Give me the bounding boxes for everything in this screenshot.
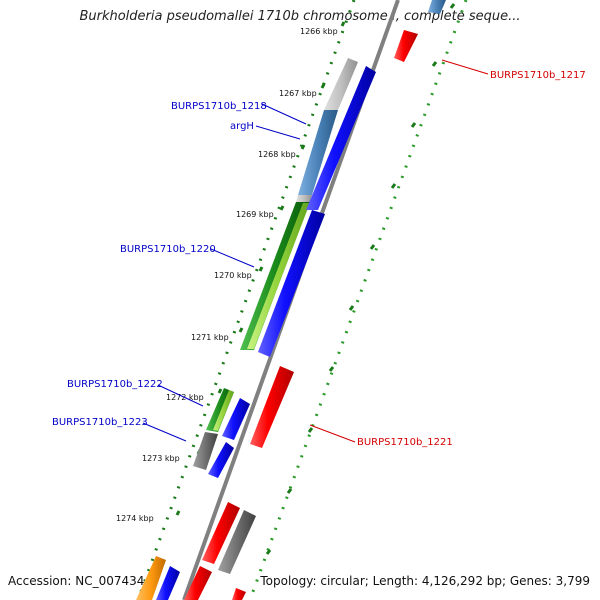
gene-BURPS1710b_1221[interactable] (250, 366, 294, 448)
gene-forward-3[interactable] (222, 398, 250, 440)
gene-label-argH[interactable]: argH (230, 121, 254, 132)
scale-label: 1270 kbp (214, 271, 252, 280)
gene-label-1218[interactable]: BURPS1710b_1218 (171, 101, 267, 112)
gene-BURPS1710b_1218[interactable] (298, 110, 338, 195)
gene-forward-2[interactable] (258, 210, 325, 357)
map-title: Burkholderia pseudomallei 1710b chromoso… (79, 9, 521, 24)
leader-line-argH (255, 125, 301, 140)
scale-label: 1266 kbp (300, 27, 338, 36)
gene-steel-top[interactable] (428, 0, 446, 14)
scale-label: 1273 kbp (142, 454, 180, 463)
gene-argH[interactable] (306, 66, 376, 210)
major-ticks-inner (265, 3, 456, 555)
gene-BURPS1710b_1223[interactable] (193, 432, 218, 470)
leader-line-1222 (157, 384, 204, 407)
leader-line-1223 (142, 422, 187, 442)
gene-forward-5[interactable] (156, 566, 180, 600)
leader-line-1221 (309, 424, 356, 443)
gene-reverse-red-1[interactable] (202, 502, 240, 564)
major-ticks-outer (175, 21, 346, 516)
gene-forward-4[interactable] (208, 442, 234, 478)
gene-label-1223[interactable]: BURPS1710b_1223 (52, 417, 148, 428)
gene-label-1222[interactable]: BURPS1710b_1222 (67, 379, 163, 390)
genome-summary: Topology: circular; Length: 4,126,292 bp… (260, 574, 590, 588)
gene-gray-junction[interactable] (296, 195, 312, 202)
gene-BURPS1710b_1217[interactable] (394, 30, 418, 62)
scale-label: 1267 kbp (279, 89, 317, 98)
scale-label: 1274 kbp (116, 514, 154, 523)
gene-reverse-gray-1[interactable] (218, 510, 256, 574)
leader-line-1220 (210, 248, 255, 268)
gene-BURPS1710b_1222-overlay (213, 390, 234, 431)
gene-label-1217[interactable]: BURPS1710b_1217 (490, 70, 586, 81)
gene-label-1221[interactable]: BURPS1710b_1221 (357, 437, 453, 448)
gene-BURPS1710b_1220-overlay (247, 203, 310, 349)
gene-light-gray-feature[interactable] (324, 58, 358, 110)
gene-reverse-red-3[interactable] (232, 588, 246, 600)
scale-label: 1269 kbp (236, 210, 274, 219)
gene-label-1220[interactable]: BURPS1710b_1220 (120, 244, 216, 255)
scale-label: 1271 kbp (191, 333, 229, 342)
leader-line-1217 (441, 59, 489, 75)
gene-reverse-red-2[interactable] (184, 566, 212, 600)
gene-orange-feature[interactable] (136, 556, 166, 600)
outer-tick-track (136, 0, 356, 600)
scale-label: 1268 kbp (258, 150, 296, 159)
leader-line-1218 (261, 103, 307, 125)
accession-label: Accession: NC_007434 (8, 574, 145, 588)
